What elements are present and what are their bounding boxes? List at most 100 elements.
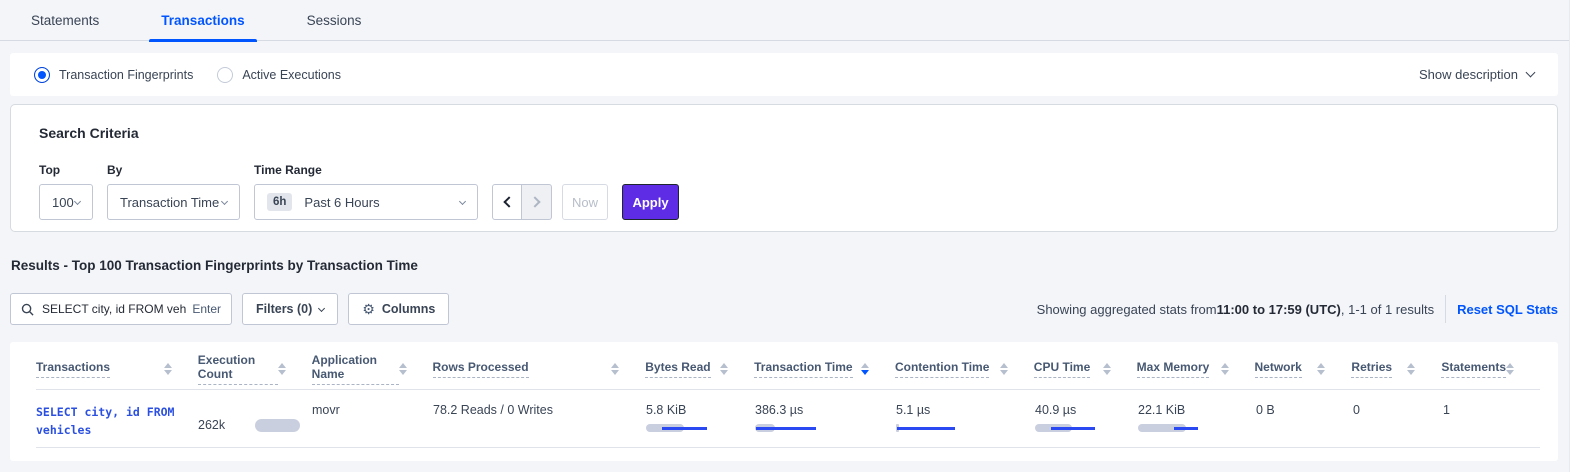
mean-line (1051, 427, 1095, 430)
column-header-execution-count[interactable]: Execution Count (197, 353, 312, 385)
divider (1445, 295, 1447, 323)
cell-network: 0 B (1256, 403, 1275, 417)
search-icon (21, 303, 34, 316)
top-select[interactable]: 100 (39, 184, 93, 220)
chevron-left-icon (502, 196, 515, 208)
sort-icon[interactable] (277, 362, 294, 375)
max-memory-bar (1138, 424, 1244, 432)
previous-time-range-button[interactable] (492, 184, 522, 220)
top-label: Top (39, 163, 61, 177)
time-range-select[interactable]: 6h Past 6 Hours (254, 184, 478, 220)
search-criteria-controls: Top 100 By Transaction Time Time Range 6… (39, 163, 1529, 220)
column-header-bytes-read[interactable]: Bytes Read (645, 360, 754, 378)
cell-bytes-read: 5.8 KiB (646, 403, 755, 447)
radio-transaction-fingerprints[interactable]: Transaction Fingerprints (34, 66, 194, 83)
now-button[interactable]: Now (562, 184, 608, 220)
cell-retries: 0 (1353, 403, 1360, 417)
column-header-rows-processed[interactable]: Rows Processed (432, 360, 646, 378)
cell-contention-time: 5.1 µs (896, 403, 1035, 447)
mean-line (756, 427, 816, 430)
column-header-transactions[interactable]: Transactions (36, 360, 198, 378)
search-input[interactable] (42, 302, 187, 316)
filters-label: Filters (0) (256, 302, 313, 316)
sort-icon[interactable] (1102, 362, 1119, 375)
stats-prefix: Showing aggregated stats from (1036, 301, 1217, 317)
search-enter-button[interactable]: Enter (192, 302, 221, 316)
results-controls-row: Enter Filters (0) ⚙ Columns Showing aggr… (10, 293, 1558, 325)
aggregated-stats-line: Showing aggregated stats from 11:00 to 1… (1037, 295, 1558, 323)
time-range-pager (492, 184, 552, 220)
tab-transactions[interactable]: Transactions (149, 0, 257, 42)
tab-statements[interactable]: Statements (31, 12, 100, 28)
sort-icon[interactable] (1317, 362, 1333, 375)
time-range-value: Past 6 Hours (304, 194, 380, 210)
radio-selected-icon (34, 66, 50, 83)
cell-application-name: movr (312, 403, 340, 417)
columns-label: Columns (381, 302, 436, 316)
by-field: By Transaction Time (107, 163, 240, 220)
radio-label: Active Executions (242, 67, 341, 82)
chevron-down-icon (73, 197, 82, 205)
search-criteria-card: Search Criteria Top 100 By Transaction T… (10, 104, 1558, 232)
chevron-right-icon (529, 196, 541, 208)
table-header-row: Transactions Execution Count Application… (36, 348, 1540, 390)
column-header-transaction-time[interactable]: Transaction Time (754, 360, 895, 378)
chevron-down-icon (318, 304, 326, 312)
bytes-read-bar (646, 424, 743, 432)
column-header-cpu-time[interactable]: CPU Time (1033, 360, 1137, 378)
top-field: Top 100 (39, 163, 93, 220)
sort-icon[interactable] (1506, 362, 1522, 375)
column-header-max-memory[interactable]: Max Memory (1136, 360, 1255, 378)
column-header-network[interactable]: Network (1254, 360, 1352, 378)
time-range-badge: 6h (267, 193, 293, 211)
sort-icon[interactable] (1220, 362, 1237, 375)
sort-icon[interactable] (163, 362, 180, 375)
sort-icon-active-desc[interactable] (860, 362, 877, 375)
sort-icon[interactable] (398, 362, 415, 375)
sort-icon[interactable] (1407, 362, 1423, 375)
chevron-down-icon (1525, 67, 1536, 78)
by-select-value: Transaction Time (120, 194, 220, 210)
execution-count-bar (255, 418, 300, 432)
by-select[interactable]: Transaction Time (107, 184, 240, 220)
apply-button[interactable]: Apply (622, 184, 679, 220)
by-label: By (107, 163, 123, 177)
sort-icon[interactable] (720, 362, 736, 375)
radio-active-executions[interactable]: Active Executions (217, 66, 341, 83)
mean-line (662, 427, 707, 430)
radio-unselected-icon (217, 66, 234, 83)
tab-sessions[interactable]: Sessions (306, 12, 362, 28)
search-criteria-title: Search Criteria (39, 125, 139, 141)
scrollbar-gutter[interactable] (1569, 0, 1577, 472)
results-search-box[interactable]: Enter (10, 293, 232, 325)
cpu-time-bar (1035, 424, 1126, 432)
transactions-table-card: Transactions Execution Count Application… (10, 342, 1558, 461)
show-description-toggle[interactable]: Show description (1419, 67, 1536, 82)
next-time-range-button[interactable] (522, 184, 552, 220)
cell-execution-count: 262k (198, 403, 312, 447)
column-header-application-name[interactable]: Application Name (311, 353, 433, 385)
stddev-bar (1138, 424, 1186, 432)
cell-transaction-time: 386.3 µs (755, 403, 896, 447)
time-range-label: Time Range (254, 163, 322, 177)
radio-label: Transaction Fingerprints (59, 67, 194, 82)
columns-button[interactable]: ⚙ Columns (348, 293, 450, 325)
gear-icon: ⚙ (362, 300, 375, 317)
mean-line (1174, 427, 1198, 430)
column-header-statements[interactable]: Statements (1441, 360, 1540, 378)
stats-suffix: , 1-1 of 1 results (1340, 301, 1435, 317)
chevron-down-icon (458, 197, 467, 205)
sort-icon[interactable] (611, 362, 627, 375)
cell-max-memory: 22.1 KiB (1138, 403, 1256, 447)
results-title: Results - Top 100 Transaction Fingerprin… (11, 258, 418, 273)
reset-sql-stats-link[interactable]: Reset SQL Stats (1457, 301, 1558, 317)
filters-button[interactable]: Filters (0) (242, 293, 339, 325)
transaction-fingerprint-link[interactable]: SELECT city, id FROM vehicles (36, 405, 175, 438)
contention-time-bar (896, 424, 1023, 432)
column-header-retries[interactable]: Retries (1351, 360, 1441, 378)
chevron-down-icon (220, 197, 229, 205)
time-range-field: Time Range 6h Past 6 Hours (254, 163, 478, 220)
top-select-value: 100 (52, 194, 74, 210)
sort-icon[interactable] (999, 362, 1016, 375)
column-header-contention-time[interactable]: Contention Time (894, 360, 1034, 378)
